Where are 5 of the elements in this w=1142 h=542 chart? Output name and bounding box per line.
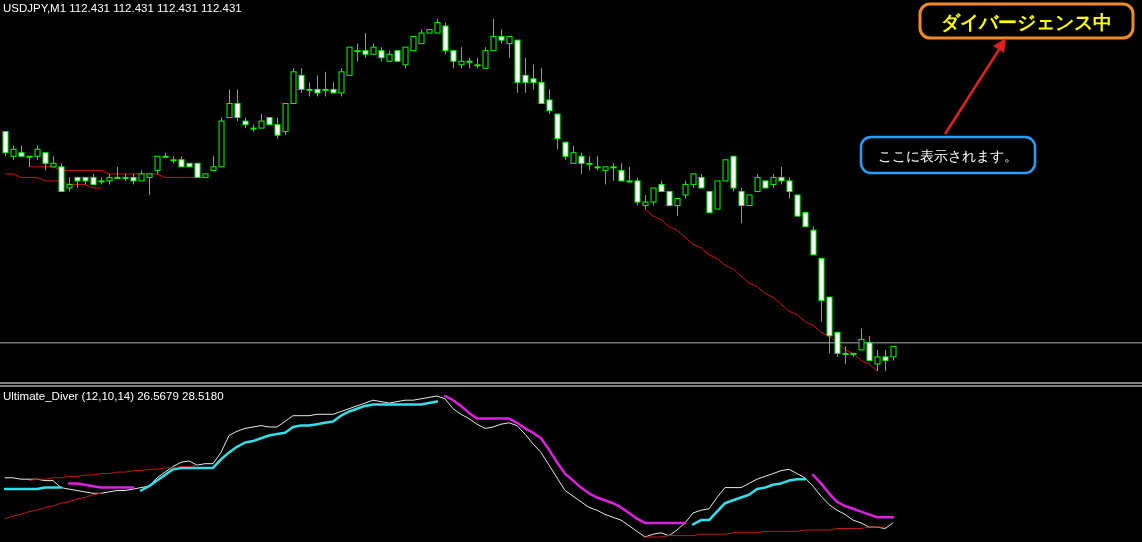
chart-title: USDJPY,M1 112.431 112.431 112.431 112.431 bbox=[3, 2, 242, 14]
note-box: ダイバージェンス中 bbox=[918, 2, 1135, 40]
chart-title: Ultimate_Diver (12,10,14) 26.5679 28.5180 bbox=[3, 390, 224, 402]
annotation: ここに表示されます。 bbox=[878, 148, 1018, 164]
note-box: ここに表示されます。 bbox=[859, 135, 1037, 175]
